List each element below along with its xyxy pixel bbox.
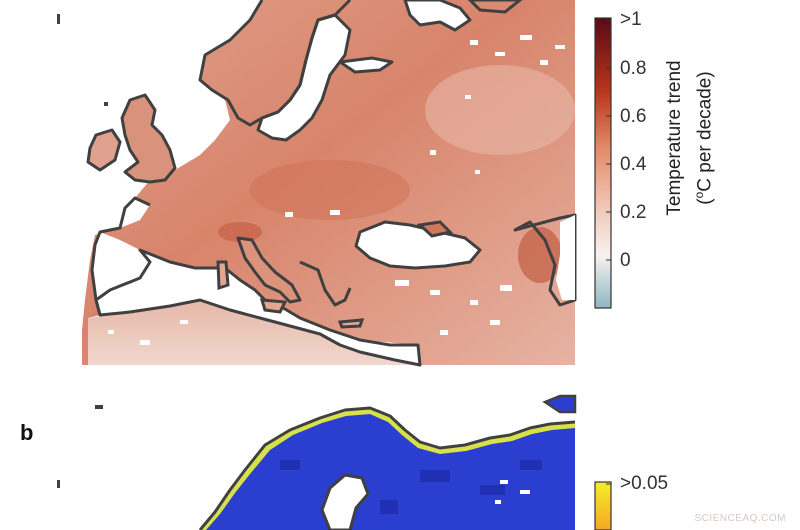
kola-coastline — [542, 394, 577, 414]
colorbar-ticks — [606, 19, 611, 261]
colorbar-tick-label: >0.05 — [620, 473, 669, 494]
colorbar-tick-label: 0.8 — [620, 58, 647, 79]
island-fragment — [57, 14, 60, 24]
italy — [236, 236, 302, 304]
north-africa — [88, 300, 420, 365]
colorbar-tick-label: 0.2 — [620, 202, 647, 223]
sardinia — [216, 260, 230, 291]
watermark: SCIENCEAQ.COM — [694, 513, 786, 524]
balkans-coast — [299, 260, 352, 307]
blue-land — [206, 414, 575, 530]
kola-shore — [467, 0, 523, 14]
island-fragment — [104, 102, 108, 106]
north-sea — [170, 80, 228, 155]
alps-hotspot — [218, 222, 262, 242]
no-data-pixels — [108, 35, 565, 345]
colorbar-title-line2: (oC per decade) — [692, 71, 716, 205]
crimea — [416, 220, 453, 238]
crete — [337, 318, 365, 329]
temperature-trend-map — [57, 0, 612, 367]
caspian-sea — [513, 213, 577, 307]
gulf-of-finland — [338, 56, 394, 74]
colorbar-tick-label: 0 — [620, 250, 631, 271]
white-sea — [403, 0, 472, 32]
colorbar-title-line1: Temperature trend — [664, 60, 685, 216]
no-data-pixels — [495, 480, 530, 504]
colorbar-tick-label: 0.4 — [620, 154, 647, 175]
significance-colorbar — [594, 481, 612, 530]
central-hotspot — [250, 160, 410, 220]
temperature-colorbar — [594, 17, 612, 309]
caucasus-hotspot — [518, 227, 562, 283]
iberia-coast — [90, 196, 151, 316]
trend-significance-map — [57, 394, 612, 530]
ireland — [86, 128, 122, 172]
colorbar-tick-label: 0.6 — [620, 106, 647, 127]
colorbar-title: Temperature trend (oC per decade) — [662, 18, 722, 258]
caspian-water — [556, 215, 575, 300]
island-fragment — [95, 405, 103, 409]
blue-texture — [280, 460, 542, 514]
east-light-area — [425, 65, 575, 155]
sicily — [259, 298, 288, 314]
black-sea — [354, 220, 482, 270]
scandinavia-coast — [198, 0, 352, 127]
northern-coastline — [198, 406, 576, 530]
great-britain — [120, 93, 177, 184]
panel-label: b — [20, 420, 34, 445]
gulf-of-bothnia — [320, 473, 370, 530]
island-fragment — [57, 480, 60, 488]
colorbar-tick-label: >1 — [620, 9, 642, 30]
